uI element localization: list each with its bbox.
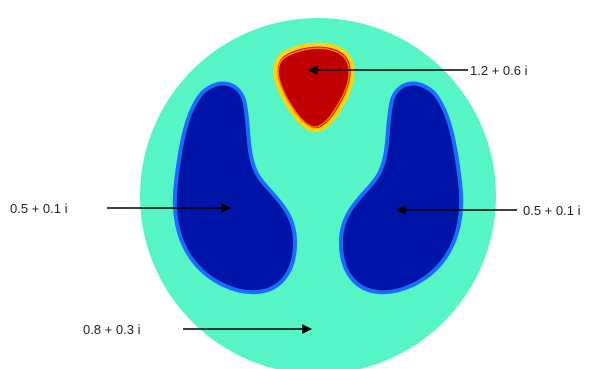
heart-edge-inner <box>277 47 350 128</box>
background-value-label: 0.8 + 0.3 i <box>83 322 141 337</box>
right-lung-value-label: 0.5 + 0.1 i <box>523 203 581 218</box>
left-lung-region <box>172 81 298 295</box>
right-lung-region <box>338 81 464 295</box>
heart-value-label: 1.2 + 0.6 i <box>470 63 528 78</box>
left-lung-value-label: 0.5 + 0.1 i <box>10 201 68 216</box>
heart-region <box>273 42 355 133</box>
